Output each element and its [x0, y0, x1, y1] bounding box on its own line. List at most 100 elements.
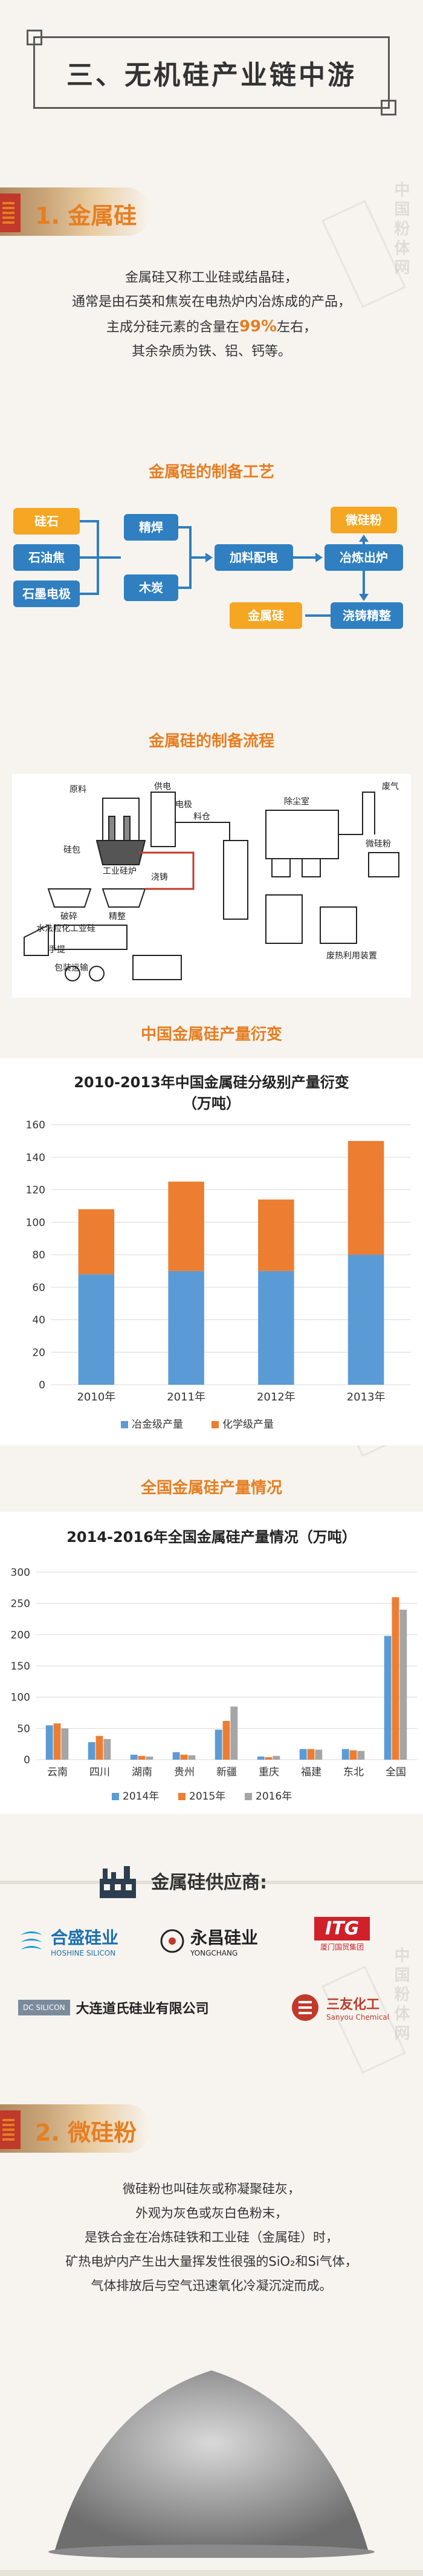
flow-box-refine: 精焊 [124, 514, 178, 541]
x-tick-label: 贵州 [174, 1766, 195, 1778]
bar-2016年 [61, 1728, 69, 1760]
supplier-logo-dc: DC SILICON 大连道氏硅业有限公司 [18, 1983, 209, 2032]
legend-label: 2016年 [256, 1791, 292, 1803]
supplier-name: 三友化工 [326, 1997, 380, 2012]
paragraph-line: 气体排放后与空气迅速氧化冷凝沉淀而成。 [91, 2278, 332, 2293]
legend-swatch [121, 1421, 128, 1428]
flow-box-mix: 加料配电 [215, 544, 293, 571]
flow-connector [363, 541, 365, 544]
y-tick-label: 150 [11, 1660, 30, 1673]
bar-冶金级产量 [78, 1274, 115, 1385]
supplier-name: ITG [314, 1917, 370, 1940]
x-tick-label: 2012年 [257, 1391, 295, 1403]
bar-2014年 [88, 1742, 95, 1760]
factory-icon [100, 1866, 136, 1898]
bar-2015年 [222, 1720, 230, 1760]
suppliers-title: 金属硅供应商: [151, 1872, 267, 1893]
supplier-name: 合盛硅业 [51, 1928, 119, 1948]
y-tick-label: 250 [11, 1598, 30, 1610]
cuff-icon [0, 194, 21, 232]
silica-fume-powder-image [48, 2370, 375, 2558]
chart2-svg: 0 50 100 150 200 250 300 云南 四川 湖南 贵州 新疆 重庆 福建 东北 全国 2014… [11, 1567, 417, 1803]
x-tick-label: 2010年 [77, 1391, 115, 1403]
metal-silicon-description: 金属硅又称工业硅或结晶硅， 通常是由石英和焦炭在电热炉内冶炼成的产品， 主成分硅… [24, 266, 399, 364]
y-tick-label: 40 [32, 1315, 45, 1327]
supplier-logos: 合盛硅业 HOSHINE SILICON 永昌硅业 YONGCHANG ITG … [18, 1917, 405, 2044]
bar-2014年 [45, 1725, 53, 1760]
supplier-name: 永昌硅业 [190, 1928, 259, 1948]
legend-swatch [112, 1793, 119, 1800]
plant-label: 破碎 [60, 912, 77, 922]
bar-2016年 [357, 1751, 365, 1760]
chart1-section-title: 中国金属硅产量衍变 [140, 1026, 282, 1044]
plant-label: 微硅粉 [366, 839, 391, 849]
hand-icon [0, 2104, 151, 2153]
bar-2016年 [273, 1755, 280, 1760]
chart1-svg: 0 20 40 60 80 100 120 140 160 2010年 2011年 2012年 2013… [26, 1119, 411, 1431]
flow-connector [97, 556, 121, 559]
bar-2015年 [349, 1750, 357, 1760]
plant-label: 供电 [154, 782, 171, 792]
supplier-logo-itg: ITG 厦门国贸集团 [314, 1917, 370, 1965]
flow-connector [178, 526, 190, 529]
bar-2015年 [392, 1597, 399, 1760]
bar-2016年 [103, 1738, 111, 1760]
silica-fume-description: 微硅粉也叫硅灰或称凝聚硅灰， 外观为灰色或灰白色粉末， 是铁合金在冶炼硅铁和工业… [24, 2177, 399, 2298]
bar-2014年 [257, 1756, 265, 1760]
flow-box-petcoke: 石油焦 [13, 544, 80, 571]
arrow-head-icon [359, 535, 369, 542]
bar-2014年 [299, 1749, 307, 1760]
y-tick-label: 100 [11, 1692, 30, 1704]
x-tick-label: 四川 [89, 1766, 110, 1778]
y-tick-label: 100 [26, 1217, 45, 1229]
y-tick-label: 0 [24, 1754, 30, 1766]
section-label: 2. 微硅粉 [35, 2119, 137, 2146]
legend-label: 2015年 [189, 1791, 225, 1803]
bar-2015年 [307, 1749, 315, 1760]
flow-box-casting: 浇铸精整 [331, 602, 403, 629]
cuff-icon [0, 2110, 21, 2149]
sanyou-logo-icon [292, 1994, 318, 2021]
plant-label: 电极 [175, 800, 192, 810]
plant-label: 料仓 [193, 812, 210, 822]
arrow-head-icon [315, 553, 323, 562]
page-title: 三、无机硅产业链中游 [66, 60, 357, 91]
yongchang-logo-icon [160, 1929, 184, 1953]
flow-box-graphite: 石墨电极 [13, 581, 80, 607]
chart2-section-title: 全国金属硅产量情况 [140, 1479, 282, 1497]
legend-swatch [212, 1421, 219, 1428]
x-tick-label: 2013年 [347, 1391, 386, 1403]
supplier-name: 大连道氏硅业有限公司 [76, 2002, 209, 2017]
paragraph-line: 通常是由石英和焦炭在电热炉内冶炼成的产品， [71, 294, 351, 310]
flow-connector [305, 614, 331, 617]
bar-2016年 [146, 1756, 153, 1760]
x-tick-label: 重庆 [259, 1766, 279, 1778]
supplier-sub: 厦门国贸集团 [320, 1943, 364, 1951]
plant-drawing [24, 792, 399, 981]
legend-label: 冶金级产量 [132, 1419, 183, 1431]
paragraph-line: 外观为灰色或灰白色粉末， [135, 2206, 288, 2220]
production-flow-illustration: 原料 供电 电极 料仓 除尘室 废气 微硅粉 硅包 工业硅炉 浇铸 破碎 精整 … [12, 774, 411, 998]
hand-icon [0, 187, 151, 236]
bar-2016年 [188, 1755, 196, 1760]
supplier-logo-yongchang: 永昌硅业 YONGCHANG [160, 1917, 258, 1965]
x-tick-label: 云南 [47, 1766, 68, 1778]
bar-冶金级产量 [168, 1270, 204, 1385]
y-tick-label: 0 [39, 1379, 45, 1391]
section-silica-fume-heading: 2. 微硅粉 [0, 2098, 423, 2165]
flow-connector [293, 556, 317, 559]
flow-connector [80, 556, 98, 559]
plant-label: 废热利用装置 [326, 951, 377, 961]
suppliers-banner: 金属硅供应商: [0, 1850, 423, 1923]
y-tick-label: 50 [17, 1723, 30, 1735]
process-title: 金属硅的制备工艺 [148, 463, 274, 481]
hoshine-logo-icon [21, 1931, 42, 1950]
process-flow-diagram: 硅石 石油焦 石墨电极 精焊 木炭 加料配电 冶炼出炉 微硅粉 浇铸精整 金属硅 [0, 496, 423, 671]
arrow-head-icon [359, 594, 369, 601]
bar-化学级产量 [168, 1182, 204, 1271]
supplier-sub: YONGCHANG [190, 1949, 238, 1957]
arrow-head-icon [205, 553, 213, 562]
chart1-title: 2010-2013年中国金属硅分级别产量衍变 （万吨） [74, 1074, 349, 1112]
plant-label: 工业硅炉 [103, 867, 137, 876]
plant-label: 废气 [382, 782, 399, 792]
